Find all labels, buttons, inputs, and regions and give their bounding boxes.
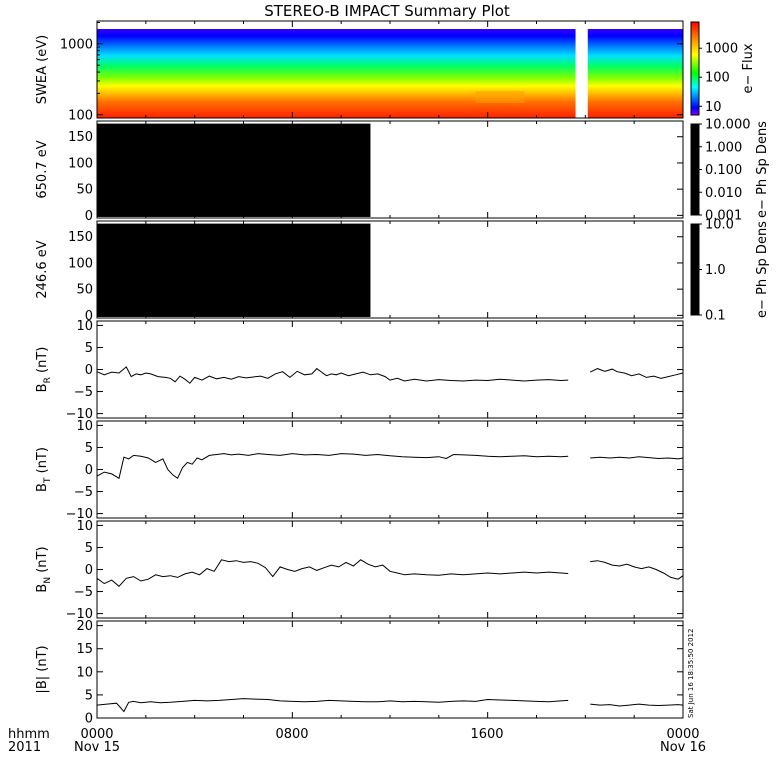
bn-ytick-label-3: 5 bbox=[85, 541, 93, 556]
panel-pad246: 0 50 100 150 246.6 eV 0.1 1.0 10.0 e− Ph Sp Dens bbox=[35, 218, 770, 324]
pad650-cbar-tick-label-0: 0.001 bbox=[705, 209, 742, 224]
pad246-ylabel: 246.6 eV bbox=[35, 240, 50, 298]
swea-data-gap-0 bbox=[575, 21, 588, 118]
bt-ytick-label-2: 0 bbox=[85, 463, 93, 478]
bmag-ytick-label-3: 15 bbox=[76, 642, 93, 657]
pad246-ytick-label-2: 100 bbox=[68, 256, 93, 271]
panel-bmag: 0 5 10 15 20 |B| (nT) bbox=[35, 619, 684, 727]
swea-cbar-label: e− Flux bbox=[741, 43, 756, 93]
swea-spectrogram bbox=[97, 29, 683, 118]
bn-series-0 bbox=[96, 559, 569, 587]
bn-series-1 bbox=[590, 560, 684, 580]
bn-ytick-label-4: 10 bbox=[76, 519, 93, 534]
x-date-start: Nov 15 bbox=[74, 740, 120, 755]
pad246-ytick-label-3: 150 bbox=[68, 230, 93, 245]
bmag-ytick-label-0: 0 bbox=[85, 712, 93, 727]
bmag-series-0 bbox=[96, 698, 569, 713]
br-ytick-label-3: 5 bbox=[85, 341, 93, 356]
pad650-ytick-label-1: 50 bbox=[76, 183, 93, 198]
br-ytick-label-1: −5 bbox=[74, 385, 93, 400]
pad650-pad-fill bbox=[97, 123, 371, 217]
pad650-cbar-tick-label-2: 0.100 bbox=[705, 163, 742, 178]
pad246-ytick-label-0: 0 bbox=[85, 309, 93, 324]
bn-ytick-label-2: 0 bbox=[85, 563, 93, 578]
swea-colorbar bbox=[690, 21, 700, 116]
swea-top-blank bbox=[97, 21, 683, 29]
br-ytick-label-4: 10 bbox=[76, 319, 93, 334]
bt-series-1 bbox=[590, 456, 684, 460]
bt-series-0 bbox=[96, 453, 569, 480]
br-series-1 bbox=[589, 368, 684, 379]
x-tick-label-0: 0000 bbox=[80, 727, 113, 742]
pad246-cbar-label: e− Ph Sp Dens bbox=[755, 221, 770, 318]
swea-texture-band bbox=[475, 91, 525, 103]
pad246-ytick-label-1: 50 bbox=[76, 283, 93, 298]
pad246-cbar-tick-label-0: 0.1 bbox=[705, 309, 726, 324]
bt-ytick-label-4: 10 bbox=[76, 419, 93, 434]
pad650-cbar-tick-label-1: 0.010 bbox=[705, 186, 742, 201]
bt-ytick-label-1: −5 bbox=[74, 485, 93, 500]
x-axis-row-label-year: 2011 bbox=[8, 740, 41, 755]
bmag-ytick-label-4: 20 bbox=[76, 619, 93, 634]
x-axis-row-label-hhmm: hhmm bbox=[8, 727, 50, 742]
generation-timestamp: Sat Jun 16 18:35:50 2012 bbox=[687, 629, 695, 718]
bn-ytick-label-1: −5 bbox=[74, 585, 93, 600]
swea-ylabel: SWEA (eV) bbox=[35, 35, 50, 104]
br-ytick-label-0: −10 bbox=[66, 407, 93, 422]
pad650-ytick-label-0: 0 bbox=[85, 209, 93, 224]
bn-frame bbox=[96, 520, 684, 619]
bmag-series-1 bbox=[590, 703, 684, 707]
bn-ytick-label-0: −10 bbox=[66, 607, 93, 622]
br-series-0 bbox=[96, 366, 569, 384]
panel-bt: −10 −5 0 5 10 BT (nT) bbox=[35, 419, 684, 522]
swea-cbar-tick-label-2: 1000 bbox=[705, 42, 738, 57]
swea-ytick-label-1: 1000 bbox=[60, 37, 93, 52]
swea-cbar-tick-label-0: 10 bbox=[705, 100, 722, 115]
figure-title: STEREO-B IMPACT Summary Plot bbox=[264, 2, 510, 20]
pad246-cbar-tick-label-2: 10.0 bbox=[705, 218, 734, 233]
pad650-ytick-label-3: 150 bbox=[68, 130, 93, 145]
pad650-cbar-tick-label-4: 10.000 bbox=[705, 118, 751, 133]
panel-pad650: 0 50 100 150 650.7 eV 0.001 0.010 0.100 1.000 10.… bbox=[35, 118, 770, 224]
x-tick-label-2: 1600 bbox=[470, 727, 503, 742]
x-date-end: Nov 16 bbox=[660, 740, 706, 755]
pad650-ylabel: 650.7 eV bbox=[35, 140, 50, 198]
bn-ylabel: BN (nT) bbox=[35, 546, 53, 592]
bt-ytick-label-3: 5 bbox=[85, 441, 93, 456]
bt-ylabel: BT (nT) bbox=[35, 447, 53, 492]
panel-br: −10 −5 0 5 10 BR (nT) bbox=[35, 319, 684, 422]
bmag-ytick-label-2: 10 bbox=[76, 665, 93, 680]
bmag-ylabel: |B| (nT) bbox=[35, 645, 50, 693]
bmag-frame bbox=[96, 620, 684, 719]
x-tick-label-3: 0000 bbox=[666, 727, 699, 742]
pad650-cbar-tick-label-3: 1.000 bbox=[705, 140, 742, 155]
swea-ytick-label-0: 100 bbox=[68, 108, 93, 123]
bmag-ytick-label-1: 5 bbox=[85, 688, 93, 703]
bt-frame bbox=[96, 420, 684, 519]
pad246-pad-fill bbox=[97, 223, 371, 317]
panel-bn: −10 −5 0 5 10 BN (nT) bbox=[35, 519, 684, 622]
bt-ytick-label-0: −10 bbox=[66, 507, 93, 522]
pad650-cbar-label: e− Ph Sp Dens bbox=[755, 121, 770, 218]
swea-cbar-tick-label-1: 100 bbox=[705, 71, 730, 86]
pad650-ytick-label-2: 100 bbox=[68, 156, 93, 171]
pad246-cbar-tick-label-1: 1.0 bbox=[705, 263, 726, 278]
x-tick-label-1: 0800 bbox=[275, 727, 308, 742]
br-ytick-label-2: 0 bbox=[85, 363, 93, 378]
pad246-colorbar bbox=[690, 223, 700, 316]
br-ylabel: BR (nT) bbox=[35, 347, 53, 393]
pad650-colorbar bbox=[690, 123, 700, 216]
